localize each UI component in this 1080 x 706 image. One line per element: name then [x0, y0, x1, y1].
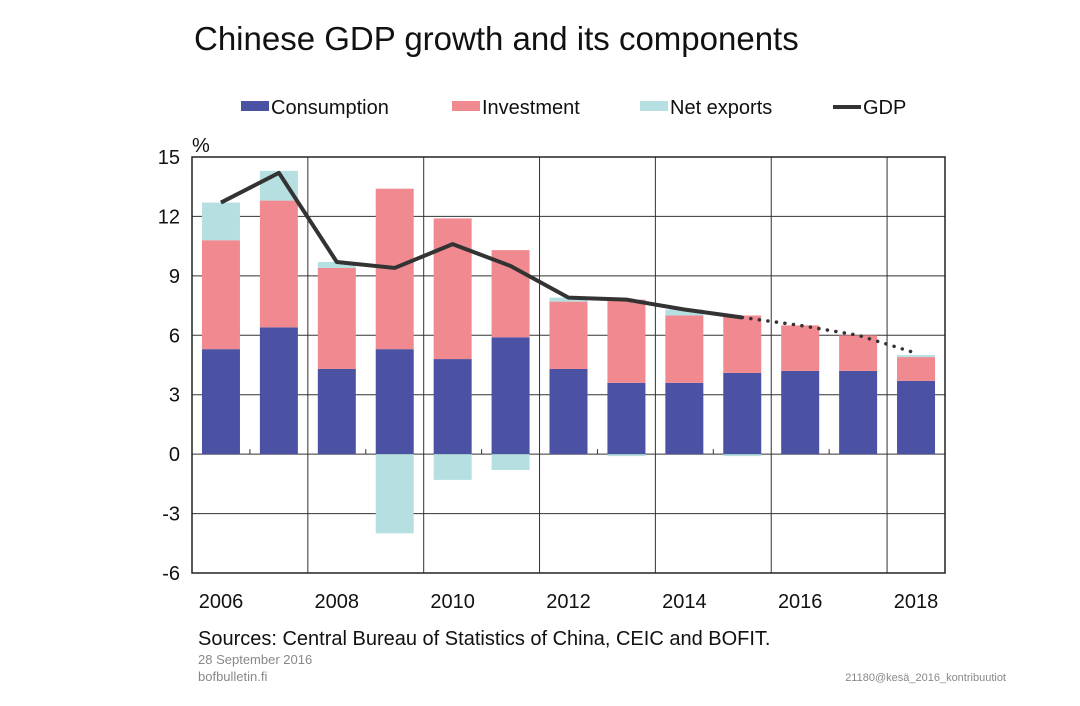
gdp-line-forecast	[740, 315, 918, 355]
y-tick-label: 6	[169, 325, 180, 347]
legend-swatch-investment	[452, 101, 480, 111]
legend-swatch-consumption	[241, 101, 269, 111]
bar-consumption-2015	[723, 372, 762, 455]
bar-consumption-2006	[201, 349, 240, 455]
legend-label-gdp: GDP	[863, 97, 906, 119]
bar-net-exports-2010	[433, 454, 472, 480]
bar-investment-2012	[549, 301, 588, 369]
bar-consumption-2013	[607, 382, 646, 455]
code-text: 21180@kesä_2016_kontribuutiot	[845, 672, 1006, 684]
date-text: 28 September 2016	[198, 652, 312, 667]
legend-swatch-net-exports	[640, 101, 668, 111]
y-tick-label: -6	[162, 563, 180, 585]
legend-label-consumption: Consumption	[271, 97, 389, 119]
y-tick-label: 0	[169, 444, 180, 466]
gdp-line	[220, 170, 743, 320]
bar-investment-2011	[491, 250, 530, 338]
bar-consumption-2017	[839, 370, 878, 455]
x-tick-label: 2016	[778, 591, 823, 613]
bar-net-exports-2009	[375, 454, 414, 534]
gdp-line-group	[220, 170, 918, 355]
bar-net-exports-2008	[317, 261, 356, 268]
x-tick-label: 2008	[315, 591, 360, 613]
y-tick-label: 9	[169, 266, 180, 288]
bar-consumption-2012	[549, 368, 588, 455]
x-tick-label: 2014	[662, 591, 707, 613]
x-axis-ticks: 2006 2008 2010 2012 2014 2016 2018	[199, 591, 939, 613]
bar-investment-2018	[897, 357, 936, 381]
bar-consumption-2018	[897, 380, 936, 455]
bar-consumption-2007	[259, 327, 298, 455]
bar-consumption-2014	[665, 382, 704, 455]
plot-frame	[191, 156, 946, 574]
bar-consumption-2009	[375, 349, 414, 455]
bar-consumption-2008	[317, 368, 356, 455]
y-tick-label: 12	[158, 206, 180, 228]
x-tick-label: 2018	[894, 591, 939, 613]
bar-investment-2017	[839, 335, 878, 371]
x-tick-label: 2010	[430, 591, 475, 613]
bar-investment-2008	[317, 267, 356, 369]
site-text: bofbulletin.fi	[198, 669, 267, 684]
sources-text: Sources: Central Bureau of Statistics of…	[198, 628, 770, 650]
bar-investment-2006	[201, 240, 240, 350]
bar-net-exports-2006	[201, 202, 240, 241]
bar-investment-2007	[259, 200, 298, 328]
bar-investment-2013	[607, 299, 646, 383]
bar-consumption-2016	[781, 370, 820, 455]
bar-net-exports-2014	[665, 309, 704, 316]
bar-net-exports-2015	[723, 454, 762, 457]
bar-consumption-2011	[491, 337, 530, 455]
bar-investment-2015	[723, 315, 762, 373]
bar-investment-2014	[665, 315, 704, 383]
legend-label-net-exports: Net exports	[670, 97, 772, 119]
y-axis-ticks: 15 12 9 6 3 0 -3 -6	[158, 147, 180, 585]
x-tick-label: 2006	[199, 591, 244, 613]
bar-investment-2016	[781, 325, 820, 371]
chart-title: Chinese GDP growth and its components	[194, 20, 799, 57]
bar-consumption-2010	[433, 359, 472, 455]
bar-investment-2010	[433, 218, 472, 360]
bar-net-exports-2018	[897, 355, 936, 358]
x-tick-label: 2012	[546, 591, 591, 613]
legend-label-investment: Investment	[482, 97, 580, 119]
bar-net-exports-2013	[607, 454, 646, 457]
y-tick-label: -3	[162, 504, 180, 526]
y-tick-label: 15	[158, 147, 180, 169]
y-axis-unit: %	[192, 135, 210, 157]
legend: Consumption Investment Net exports GDP	[241, 97, 906, 119]
y-tick-label: 3	[169, 385, 180, 407]
bar-net-exports-2011	[491, 454, 530, 470]
